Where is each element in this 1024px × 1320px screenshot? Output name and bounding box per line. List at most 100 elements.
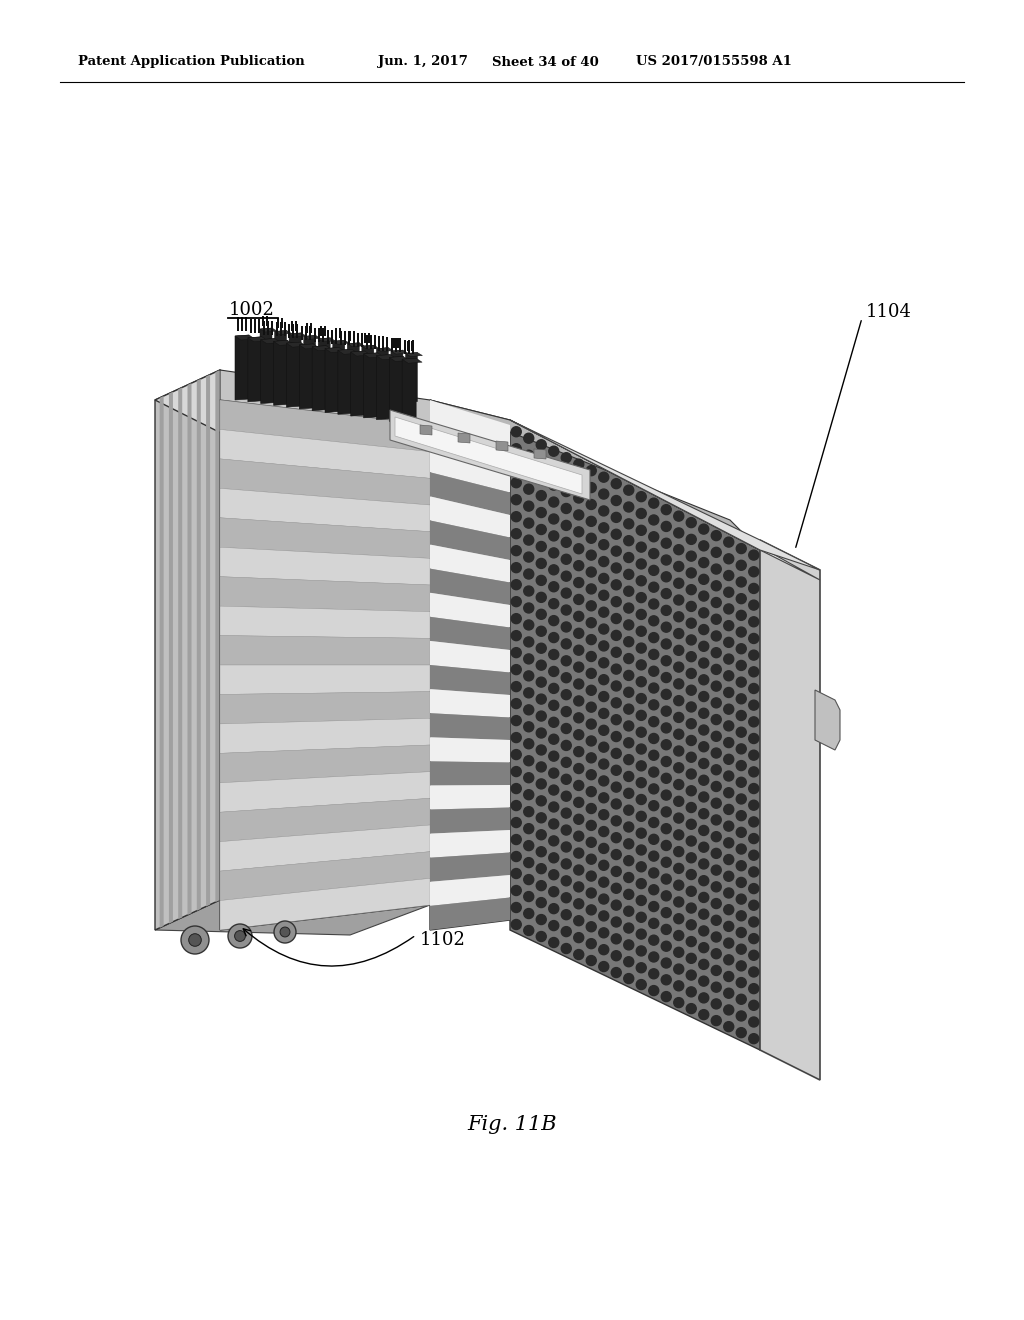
Text: 1102: 1102 <box>420 931 466 949</box>
Circle shape <box>724 554 734 564</box>
Circle shape <box>611 816 622 826</box>
Circle shape <box>736 894 746 904</box>
Polygon shape <box>321 326 323 335</box>
Circle shape <box>599 709 608 718</box>
Circle shape <box>686 618 696 628</box>
Circle shape <box>511 750 521 759</box>
Circle shape <box>561 453 571 463</box>
Circle shape <box>611 748 622 759</box>
Circle shape <box>611 529 622 540</box>
Circle shape <box>624 636 634 647</box>
Circle shape <box>698 675 709 685</box>
Polygon shape <box>266 315 268 326</box>
Circle shape <box>624 553 634 562</box>
Polygon shape <box>412 341 414 351</box>
Circle shape <box>724 570 734 581</box>
Polygon shape <box>430 616 510 649</box>
Circle shape <box>537 474 546 483</box>
Circle shape <box>573 814 584 824</box>
Circle shape <box>712 965 721 975</box>
Circle shape <box>712 849 721 858</box>
Circle shape <box>636 727 646 737</box>
Circle shape <box>561 909 571 920</box>
Polygon shape <box>391 338 393 352</box>
Circle shape <box>686 886 696 896</box>
Polygon shape <box>275 322 278 337</box>
Polygon shape <box>318 338 335 342</box>
Circle shape <box>674 763 684 772</box>
Circle shape <box>674 561 684 572</box>
Circle shape <box>537 643 546 653</box>
Circle shape <box>636 879 646 888</box>
Circle shape <box>686 803 696 813</box>
Polygon shape <box>301 326 303 341</box>
Circle shape <box>511 851 521 862</box>
Polygon shape <box>404 341 407 354</box>
Circle shape <box>749 784 759 793</box>
Circle shape <box>724 721 734 731</box>
Circle shape <box>561 487 571 496</box>
Circle shape <box>674 729 684 739</box>
Circle shape <box>561 808 571 818</box>
Polygon shape <box>402 358 422 363</box>
Circle shape <box>724 688 734 697</box>
Circle shape <box>611 799 622 809</box>
Polygon shape <box>420 425 432 436</box>
Polygon shape <box>254 319 256 333</box>
Circle shape <box>511 834 521 845</box>
Circle shape <box>511 817 521 828</box>
Polygon shape <box>430 642 510 672</box>
Polygon shape <box>430 689 510 718</box>
Polygon shape <box>220 772 430 812</box>
Circle shape <box>511 767 521 776</box>
Circle shape <box>724 921 734 932</box>
Circle shape <box>712 681 721 692</box>
Polygon shape <box>197 379 201 911</box>
Circle shape <box>649 750 658 760</box>
Circle shape <box>674 645 684 655</box>
Text: Sheet 34 of 40: Sheet 34 of 40 <box>492 55 599 69</box>
Circle shape <box>674 898 684 907</box>
Circle shape <box>573 561 584 570</box>
Circle shape <box>724 738 734 747</box>
Text: Fig. 11B: Fig. 11B <box>467 1115 557 1134</box>
Circle shape <box>511 631 521 640</box>
Circle shape <box>624 620 634 630</box>
Circle shape <box>749 867 759 876</box>
Circle shape <box>523 586 534 597</box>
Circle shape <box>736 911 746 921</box>
Circle shape <box>674 998 684 1007</box>
Polygon shape <box>458 433 470 444</box>
Circle shape <box>698 709 709 718</box>
Polygon shape <box>314 327 316 342</box>
Circle shape <box>624 923 634 933</box>
Polygon shape <box>245 317 247 331</box>
Polygon shape <box>377 347 393 351</box>
Polygon shape <box>220 429 430 478</box>
Circle shape <box>636 812 646 821</box>
Circle shape <box>587 871 596 880</box>
Polygon shape <box>340 331 342 346</box>
Circle shape <box>511 648 521 657</box>
Circle shape <box>624 890 634 899</box>
Circle shape <box>686 987 696 997</box>
Circle shape <box>686 820 696 829</box>
Circle shape <box>537 626 546 636</box>
Circle shape <box>587 583 596 594</box>
Circle shape <box>712 814 721 825</box>
Circle shape <box>649 498 658 508</box>
Polygon shape <box>287 342 300 407</box>
Text: 1104: 1104 <box>866 304 912 321</box>
Polygon shape <box>296 325 298 338</box>
Polygon shape <box>350 351 365 416</box>
Circle shape <box>662 941 672 952</box>
Circle shape <box>636 929 646 939</box>
Polygon shape <box>220 718 430 754</box>
Circle shape <box>611 512 622 523</box>
Circle shape <box>537 779 546 789</box>
Polygon shape <box>391 350 408 354</box>
Circle shape <box>573 628 584 639</box>
Polygon shape <box>220 488 430 532</box>
Circle shape <box>549 684 559 693</box>
Circle shape <box>649 767 658 777</box>
